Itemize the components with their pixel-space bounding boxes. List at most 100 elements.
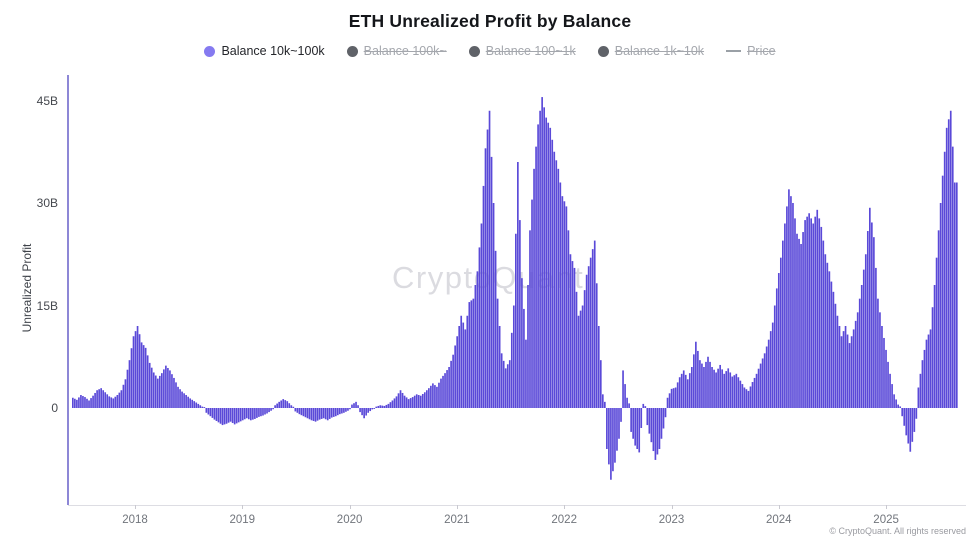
bar (304, 408, 307, 418)
x-tick-mark (671, 505, 673, 509)
bar (225, 408, 228, 424)
bar (606, 408, 608, 449)
bar (521, 278, 523, 408)
legend-label: Balance 100~1k (485, 44, 576, 58)
bar (822, 240, 825, 408)
bar (824, 254, 827, 408)
bar (921, 360, 924, 408)
bar (658, 408, 661, 449)
legend-item-balance-100k-[interactable]: Balance 100k~ (346, 44, 447, 58)
bar (312, 408, 315, 421)
bar (205, 408, 208, 413)
bar (332, 408, 335, 417)
legend-label: Price (747, 44, 776, 58)
bar (624, 384, 626, 408)
bar (591, 249, 594, 409)
bar (818, 218, 821, 409)
bar (286, 401, 289, 408)
bar (723, 373, 726, 408)
bar (881, 326, 883, 408)
x-tick-label: 2025 (873, 514, 899, 526)
bar (124, 379, 127, 408)
bar (252, 408, 254, 420)
legend-item-balance-10k-100k[interactable]: Balance 10k~100k (204, 44, 325, 58)
bar (935, 257, 938, 408)
bar (794, 218, 796, 409)
x-tick-mark (456, 505, 458, 509)
bar (901, 408, 904, 417)
bar (557, 168, 560, 408)
bar (438, 382, 440, 408)
bar (737, 377, 740, 408)
bar (937, 230, 940, 408)
bar (771, 322, 774, 408)
bar (573, 267, 576, 408)
bar (430, 385, 432, 408)
bar (759, 363, 762, 408)
bar (931, 307, 934, 408)
legend: Balance 10k~100k Balance 100k~ Balance 100… (0, 44, 980, 58)
legend-item-price[interactable]: Price (726, 44, 776, 58)
x-tick-mark (349, 505, 351, 509)
bar (177, 386, 179, 408)
bar (334, 408, 337, 417)
bar (106, 394, 109, 408)
bar (474, 285, 477, 408)
bar (875, 267, 877, 408)
bar (341, 408, 343, 414)
bar (187, 396, 189, 408)
bar (711, 367, 713, 408)
bar (144, 347, 147, 408)
bar (456, 336, 459, 408)
legend-item-balance-1k-10k[interactable]: Balance 1k~10k (597, 44, 704, 58)
bar (389, 402, 392, 408)
legend-item-balance-100-1k[interactable]: Balance 100~1k (468, 44, 576, 58)
bar (749, 386, 752, 408)
bar (717, 368, 719, 408)
bar (256, 408, 258, 418)
bar (434, 385, 436, 408)
bar (173, 377, 175, 408)
bar (193, 401, 196, 408)
bar (426, 390, 428, 408)
bar (767, 339, 770, 408)
bar (899, 406, 902, 408)
bar (773, 305, 776, 408)
bar (836, 315, 839, 408)
bar (175, 382, 177, 409)
bar (243, 408, 246, 420)
bar (245, 408, 248, 419)
bar (92, 395, 94, 408)
bar (122, 384, 125, 408)
bar (765, 346, 768, 408)
bar (302, 408, 305, 417)
bar (377, 405, 380, 408)
bar (646, 408, 649, 426)
bar (883, 337, 885, 408)
bar (399, 390, 402, 408)
bar (383, 405, 386, 408)
bar (185, 395, 187, 408)
bar (387, 403, 390, 408)
bar (229, 408, 232, 422)
bar (98, 389, 100, 408)
bar (828, 271, 831, 408)
bar (535, 146, 537, 409)
bar (369, 408, 372, 412)
bar (264, 408, 266, 415)
bar (508, 360, 511, 408)
x-tick-label: 2022 (551, 514, 577, 526)
bar (405, 397, 408, 408)
bar (854, 320, 857, 409)
bar (856, 312, 859, 408)
bar (640, 408, 643, 428)
bar (466, 315, 469, 408)
bar (842, 331, 845, 409)
bar (197, 403, 200, 408)
bar (86, 398, 88, 408)
y-tick-label: 0 (51, 401, 58, 415)
bar (812, 223, 815, 408)
bar (510, 332, 513, 408)
y-tick-label: 45B (36, 93, 58, 108)
